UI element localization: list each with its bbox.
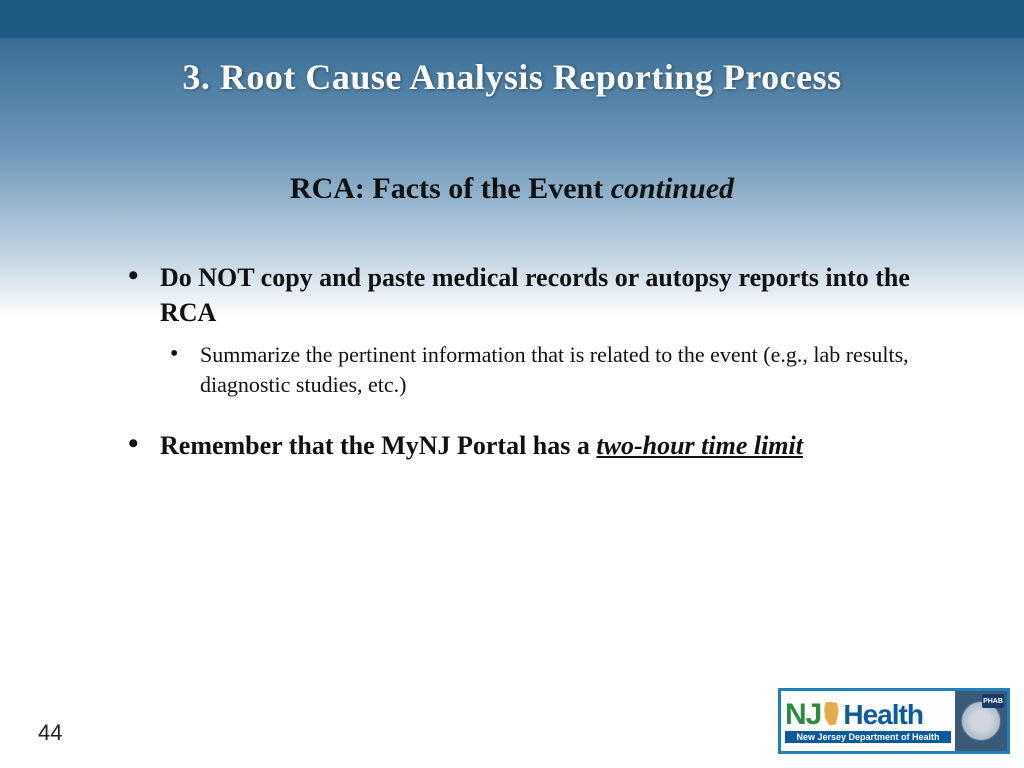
subtitle-italic: continued (611, 172, 734, 205)
slide-subtitle: RCA: Facts of the Event continued (0, 172, 1024, 206)
sub-bullet-item: Summarize the pertinent information that… (160, 340, 934, 399)
bullet-item: Remember that the MyNJ Portal has a two-… (120, 428, 934, 463)
content-area: Do NOT copy and paste medical records or… (120, 260, 934, 491)
logo-nj-text: NJ (785, 700, 821, 730)
top-bar (0, 0, 1024, 38)
page-number: 44 (38, 720, 62, 746)
logo-left-panel: NJ Health New Jersey Department of Healt… (781, 691, 955, 751)
slide-title: 3. Root Cause Analysis Reporting Process (0, 56, 1024, 98)
logo-health-text: Health (843, 701, 923, 729)
nj-health-logo: NJ Health New Jersey Department of Healt… (778, 688, 1010, 754)
bullet-text: Do NOT copy and paste medical records or… (160, 263, 910, 327)
logo-main-row: NJ Health (785, 700, 951, 730)
nj-state-icon (822, 702, 840, 726)
bullet-item: Do NOT copy and paste medical records or… (120, 260, 934, 400)
bullet-text-pre: Remember that the MyNJ Portal has a (160, 431, 596, 460)
subtitle-bold: RCA: Facts of the Event (290, 172, 611, 205)
logo-subtitle: New Jersey Department of Health (785, 731, 951, 743)
sub-bullet-text: Summarize the pertinent information that… (200, 342, 909, 397)
bullet-text-underline: two-hour time limit (596, 431, 803, 460)
phab-badge: PHAB (982, 694, 1004, 708)
logo-right-panel: PHAB (955, 691, 1007, 751)
